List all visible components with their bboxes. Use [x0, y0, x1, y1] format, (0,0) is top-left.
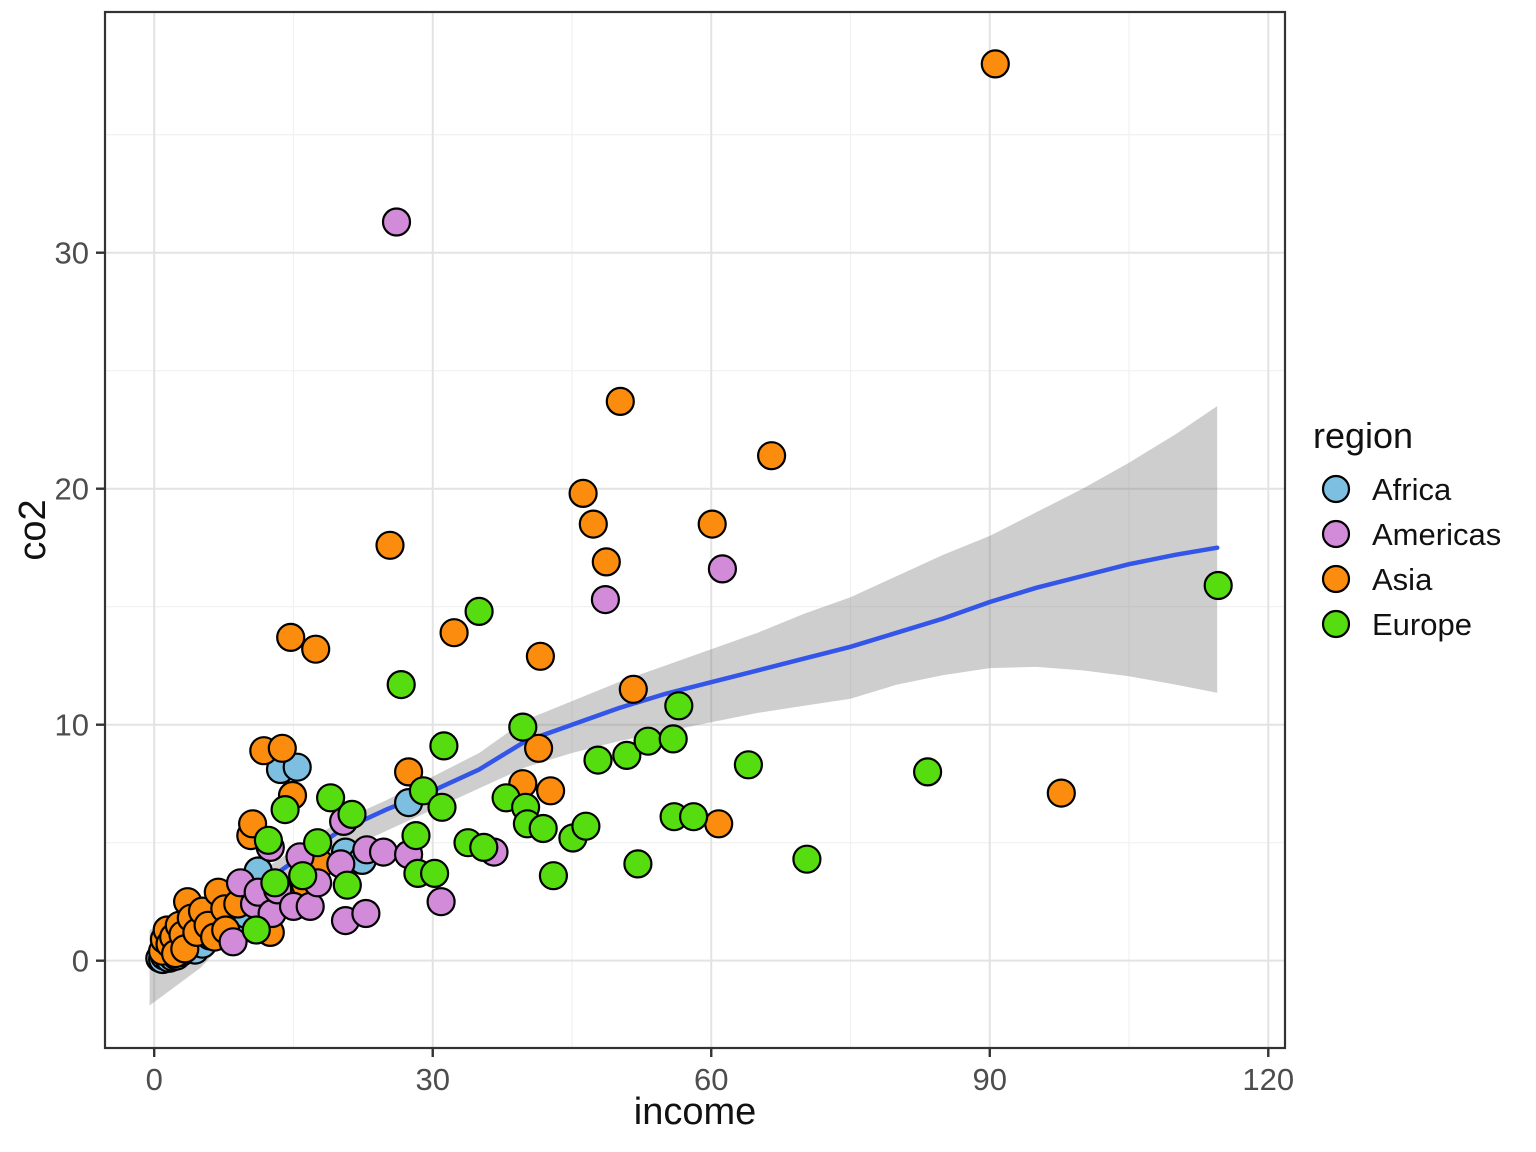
data-point-europe: [912, 757, 943, 787]
legend-key-asia: [1321, 564, 1351, 594]
data-point-asia: [605, 386, 635, 416]
data-point-europe: [337, 799, 367, 830]
data-point-europe: [664, 691, 694, 721]
legend-key-americas: [1321, 519, 1351, 549]
data-point-asia: [439, 618, 469, 648]
data-point-asia: [535, 776, 566, 806]
data-point-europe: [429, 731, 459, 761]
data-point-asia: [591, 547, 621, 577]
y-tick-label: 20: [55, 472, 89, 507]
y-axis-title: co2: [12, 499, 54, 560]
data-point-asia: [756, 441, 787, 471]
smooth-line: [147, 545, 1220, 961]
data-point-asia: [267, 733, 297, 763]
data-point-asia: [618, 674, 648, 704]
y-tick-label: 0: [72, 944, 89, 979]
data-point-americas: [351, 898, 381, 929]
data-point-americas: [707, 554, 738, 584]
data-point-europe: [260, 868, 290, 898]
data-point-asia: [704, 809, 734, 839]
x-tick-label: 90: [973, 1062, 1007, 1097]
data-point-europe: [270, 794, 300, 825]
legend-label-americas: Americas: [1372, 517, 1501, 552]
data-point-europe: [316, 783, 346, 813]
legend-key-africa: [1321, 474, 1351, 504]
x-axis-title: income: [634, 1091, 757, 1133]
x-tick-label: 120: [1242, 1062, 1294, 1097]
data-point-europe: [658, 724, 688, 754]
data-point-asia: [375, 530, 405, 560]
data-point-americas: [218, 927, 248, 957]
data-point-asia: [523, 733, 554, 763]
y-tick-label: 30: [55, 236, 89, 271]
data-point-europe: [1203, 570, 1233, 601]
data-point-europe: [288, 861, 318, 891]
data-point-americas: [368, 837, 399, 867]
data-point-europe: [633, 726, 663, 756]
legend-entries: Africa Americas Asia Europe: [1321, 472, 1501, 642]
data-point-europe: [386, 669, 416, 700]
x-tick-label: 0: [146, 1062, 163, 1097]
data-point-americas: [381, 207, 412, 237]
legend-title: region: [1313, 415, 1413, 456]
data-point-asia: [1046, 778, 1076, 808]
legend: region Africa Americas Asia Europe: [1313, 415, 1501, 642]
data-point-asia: [697, 509, 727, 539]
data-point-europe: [253, 825, 283, 855]
data-point-europe: [612, 740, 642, 771]
legend-key-europe: [1321, 609, 1351, 639]
data-point-europe: [571, 811, 601, 841]
data-point-europe: [678, 802, 709, 832]
data-point-europe: [469, 832, 499, 863]
axis-ticks: [96, 251, 1270, 1057]
data-points: [145, 49, 1233, 975]
data-point-europe: [241, 915, 271, 945]
legend-label-europe: Europe: [1372, 607, 1472, 642]
data-point-europe: [401, 820, 431, 851]
data-point-europe: [408, 776, 438, 806]
smooth-line-path: [147, 545, 1220, 961]
data-point-europe: [427, 792, 457, 822]
data-point-europe: [332, 870, 362, 900]
data-point-europe: [792, 844, 822, 874]
data-point-asia: [578, 509, 608, 539]
data-point-europe: [508, 712, 538, 742]
legend-label-asia: Asia: [1372, 562, 1433, 597]
data-point-europe: [583, 745, 613, 775]
data-point-asia: [568, 478, 598, 508]
data-point-europe: [464, 596, 494, 627]
data-point-americas: [590, 584, 621, 615]
data-point-asia: [525, 641, 556, 671]
data-point-europe: [538, 861, 569, 891]
data-point-asia: [276, 622, 306, 653]
data-point-americas: [426, 887, 456, 917]
panel-border: [103, 10, 1287, 1050]
data-point-europe: [528, 813, 558, 844]
data-point-europe: [420, 858, 450, 889]
axis-tick-labels: 0 30 60 90 120 0 10 20 30: [55, 236, 1295, 1097]
data-point-europe: [733, 750, 764, 780]
legend-label-africa: Africa: [1372, 472, 1452, 507]
y-tick-label: 10: [55, 708, 89, 743]
x-tick-label: 30: [415, 1062, 449, 1097]
data-point-africa: [282, 752, 312, 782]
data-point-europe: [303, 828, 333, 858]
data-point-asia: [301, 634, 331, 664]
data-point-asia: [980, 49, 1010, 79]
data-point-europe: [623, 849, 653, 879]
x-tick-label: 60: [694, 1062, 728, 1097]
